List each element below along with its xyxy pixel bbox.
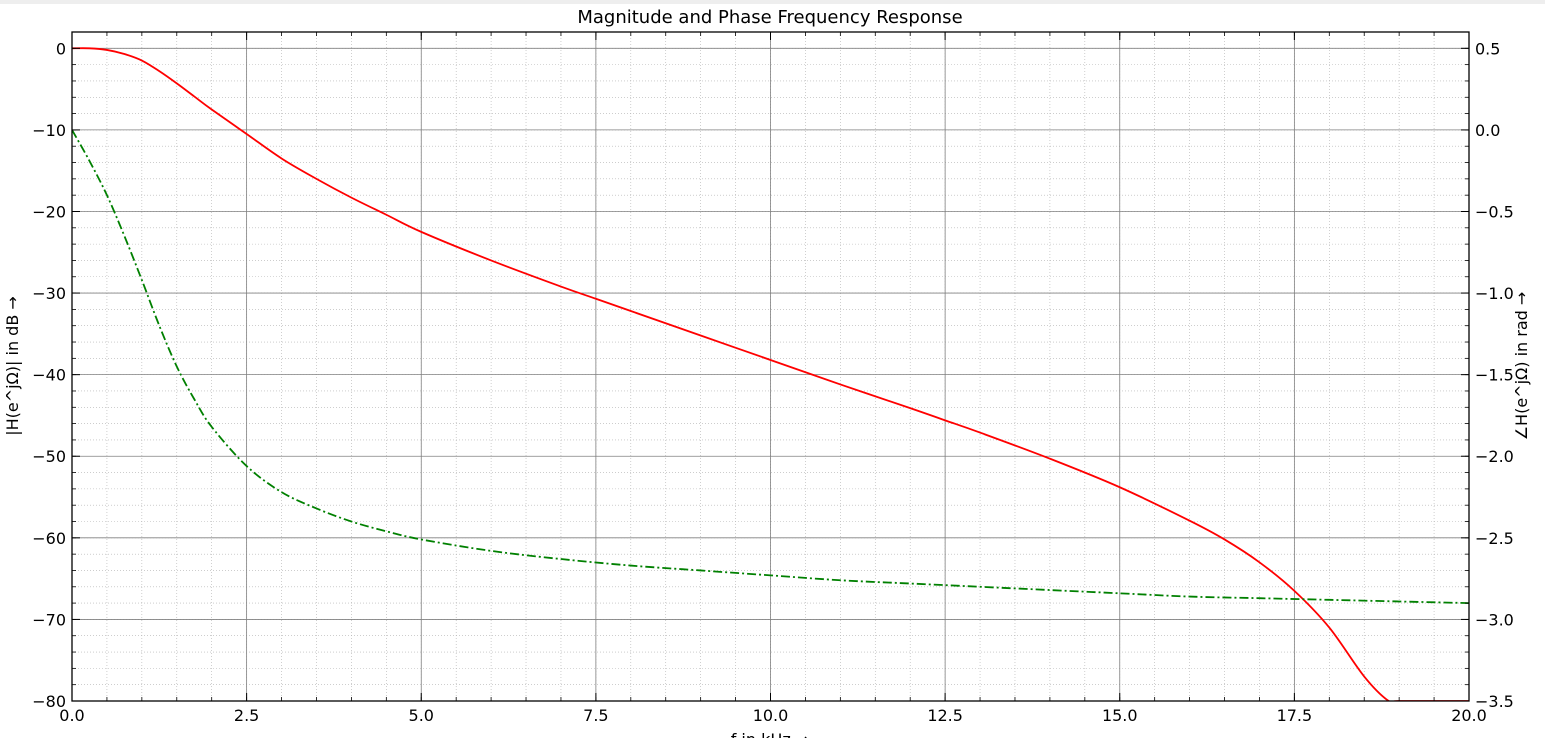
y-right-tick-label: −0.5 [1475,202,1514,221]
tick-labels: 0.0 2.5 5.0 7.5 10.0 12.5 15.0 17.5 20.0 0 −10 −20 −… [32,39,1514,725]
magnitude-response-line [72,47,1469,701]
y-right-tick-label: −3.0 [1475,610,1514,629]
y-right-tick-label: −1.5 [1475,366,1514,385]
major-grid [71,32,1470,702]
x-tick-label: 12.5 [927,706,963,725]
x-tick-label: 10.0 [753,706,789,725]
y-left-tick-label: 0 [56,39,66,58]
y-left-tick-label: −50 [32,447,66,466]
y-left-tick-label: −30 [32,284,66,303]
x-tick-label: 20.0 [1451,706,1487,725]
x-tick-label: 0.0 [59,706,84,725]
y-right-tick-label: −3.5 [1475,692,1514,711]
axis-ticks [71,31,1470,702]
series-layer [72,47,1469,701]
x-tick-label: 17.5 [1277,706,1313,725]
y-right-tick-label: −1.0 [1475,284,1514,303]
phase-response-line [72,129,1469,604]
y-left-tick-label: −10 [32,121,66,140]
y-left-tick-label: −60 [32,529,66,548]
x-axis-title: f in kHz → [731,730,810,738]
y-right-tick-label: −2.0 [1475,447,1514,466]
y-left-tick-label: −70 [32,610,66,629]
x-tick-label: 5.0 [409,706,434,725]
y-left-tick-label: −40 [32,366,66,385]
x-tick-label: 2.5 [234,706,259,725]
x-tick-label: 7.5 [583,706,608,725]
top-strip [0,0,1545,4]
chart-title: Magnitude and Phase Frequency Response [577,7,962,28]
y-left-axis-title: |H(e^jΩ)| in dB → [3,296,22,436]
y-right-axis-title: ∠H(e^jΩ) in rad → [1512,292,1531,441]
x-tick-label: 15.0 [1102,706,1138,725]
y-left-tick-label: −20 [32,202,66,221]
y-right-tick-label: 0.5 [1475,39,1500,58]
y-left-tick-label: −80 [32,692,66,711]
y-right-tick-label: −2.5 [1475,529,1514,548]
y-right-tick-label: 0.0 [1475,121,1500,140]
